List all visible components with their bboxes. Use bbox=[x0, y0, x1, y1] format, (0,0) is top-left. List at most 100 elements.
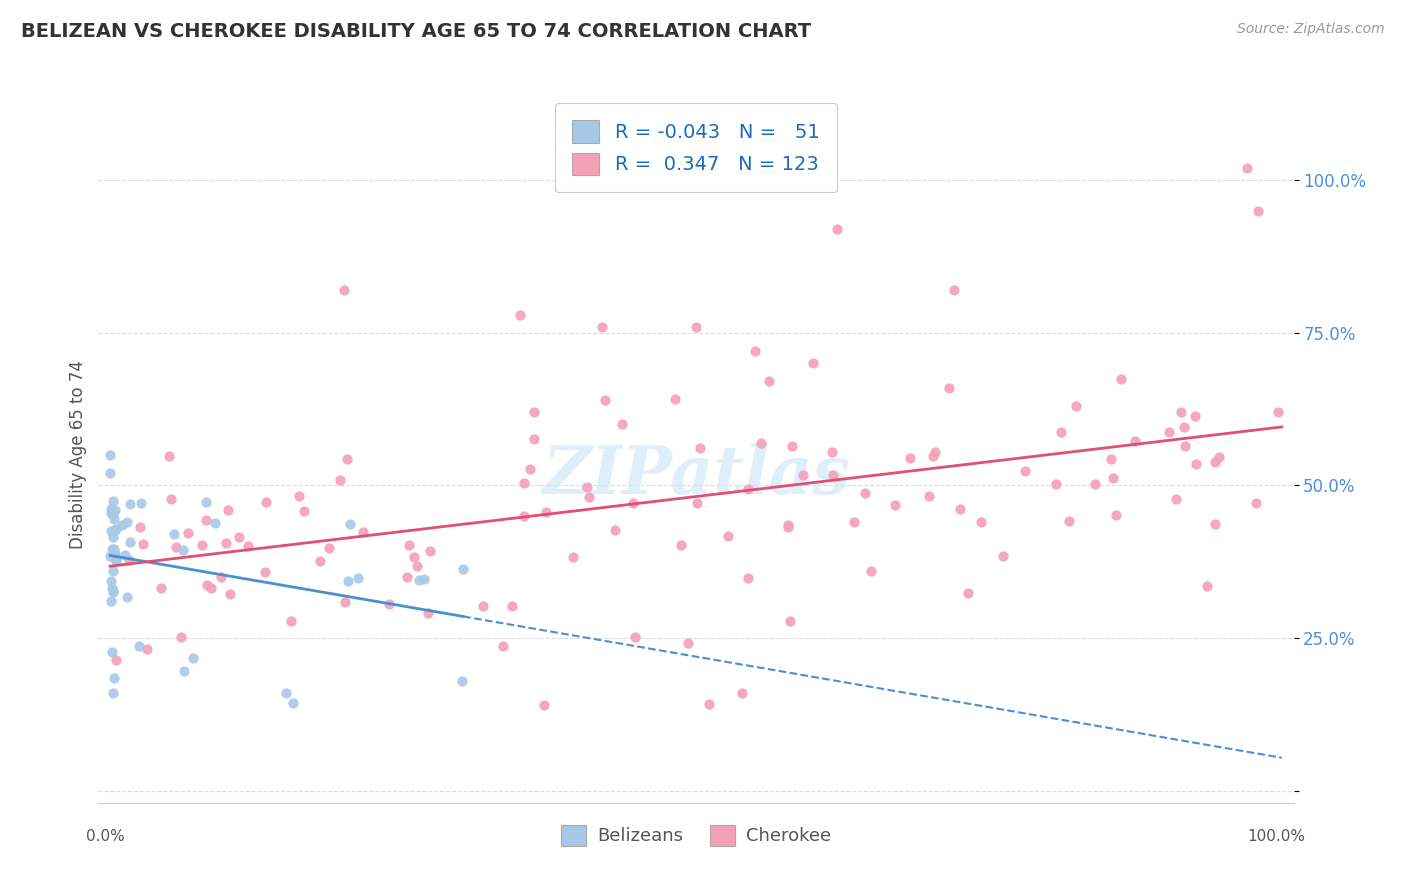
Point bbox=[194, 495, 217, 509]
Point bbox=[157, 449, 180, 463]
Point bbox=[821, 468, 844, 483]
Point bbox=[309, 554, 332, 568]
Point bbox=[1174, 439, 1197, 453]
Point bbox=[404, 549, 426, 564]
Point bbox=[333, 283, 356, 297]
Point bbox=[523, 405, 546, 419]
Point bbox=[591, 319, 613, 334]
Point bbox=[1123, 434, 1146, 448]
Point bbox=[214, 535, 236, 549]
Point bbox=[970, 515, 993, 529]
Point bbox=[1236, 161, 1258, 175]
Point bbox=[898, 450, 921, 465]
Point bbox=[100, 574, 122, 588]
Point bbox=[100, 524, 122, 539]
Point bbox=[924, 445, 946, 459]
Point bbox=[1102, 471, 1125, 485]
Point bbox=[406, 559, 429, 574]
Point bbox=[451, 561, 474, 575]
Point bbox=[717, 529, 740, 543]
Point bbox=[103, 541, 125, 556]
Point bbox=[534, 505, 557, 519]
Point bbox=[101, 564, 124, 578]
Point bbox=[98, 549, 121, 563]
Point bbox=[523, 433, 546, 447]
Point bbox=[104, 552, 127, 566]
Text: Source: ZipAtlas.com: Source: ZipAtlas.com bbox=[1237, 22, 1385, 37]
Point bbox=[398, 538, 420, 552]
Point bbox=[821, 445, 844, 459]
Point bbox=[1184, 409, 1206, 423]
Point bbox=[101, 507, 124, 521]
Point bbox=[254, 495, 277, 509]
Point bbox=[280, 614, 302, 628]
Point bbox=[204, 516, 226, 531]
Point bbox=[612, 417, 634, 432]
Point bbox=[776, 520, 799, 534]
Point bbox=[744, 344, 766, 359]
Point bbox=[1208, 450, 1230, 464]
Point bbox=[218, 503, 240, 517]
Point bbox=[1267, 405, 1289, 419]
Point bbox=[780, 439, 803, 453]
Point bbox=[195, 578, 218, 592]
Point bbox=[578, 490, 600, 504]
Point bbox=[336, 574, 359, 589]
Point bbox=[664, 392, 686, 406]
Point bbox=[1045, 477, 1067, 491]
Point bbox=[219, 587, 242, 601]
Point bbox=[115, 590, 138, 604]
Point bbox=[512, 508, 534, 523]
Point bbox=[100, 593, 122, 607]
Point bbox=[1157, 425, 1180, 439]
Point bbox=[949, 501, 972, 516]
Point bbox=[1099, 452, 1122, 467]
Point bbox=[509, 308, 531, 322]
Point bbox=[408, 573, 430, 587]
Point bbox=[104, 550, 127, 565]
Point bbox=[165, 540, 187, 554]
Point bbox=[318, 541, 340, 555]
Point bbox=[1204, 454, 1226, 468]
Point bbox=[170, 630, 193, 644]
Point bbox=[593, 393, 616, 408]
Point bbox=[1014, 464, 1036, 478]
Point bbox=[471, 599, 494, 614]
Point bbox=[491, 639, 513, 653]
Point bbox=[697, 698, 720, 712]
Point bbox=[501, 599, 523, 614]
Point bbox=[347, 571, 370, 585]
Point bbox=[236, 539, 259, 553]
Point bbox=[111, 518, 134, 533]
Point bbox=[104, 546, 127, 560]
Point bbox=[801, 356, 824, 370]
Point bbox=[1195, 579, 1218, 593]
Point bbox=[115, 515, 138, 529]
Point bbox=[842, 515, 865, 529]
Point bbox=[686, 496, 709, 510]
Point bbox=[114, 548, 136, 562]
Point bbox=[132, 537, 155, 551]
Point bbox=[274, 686, 297, 700]
Point bbox=[159, 492, 181, 507]
Point bbox=[730, 686, 752, 700]
Point bbox=[128, 640, 150, 654]
Point bbox=[104, 522, 127, 536]
Point bbox=[624, 630, 647, 644]
Point bbox=[513, 476, 536, 491]
Point bbox=[120, 497, 142, 511]
Point bbox=[758, 374, 780, 388]
Point bbox=[419, 544, 441, 558]
Point bbox=[129, 496, 152, 510]
Point bbox=[163, 526, 186, 541]
Point bbox=[737, 570, 759, 584]
Point bbox=[103, 584, 125, 599]
Point bbox=[853, 486, 876, 500]
Point bbox=[195, 513, 218, 527]
Point bbox=[1105, 508, 1128, 523]
Point bbox=[103, 671, 125, 685]
Text: 100.0%: 100.0% bbox=[1247, 829, 1306, 844]
Point bbox=[413, 573, 436, 587]
Point bbox=[1064, 399, 1087, 413]
Point bbox=[749, 436, 772, 450]
